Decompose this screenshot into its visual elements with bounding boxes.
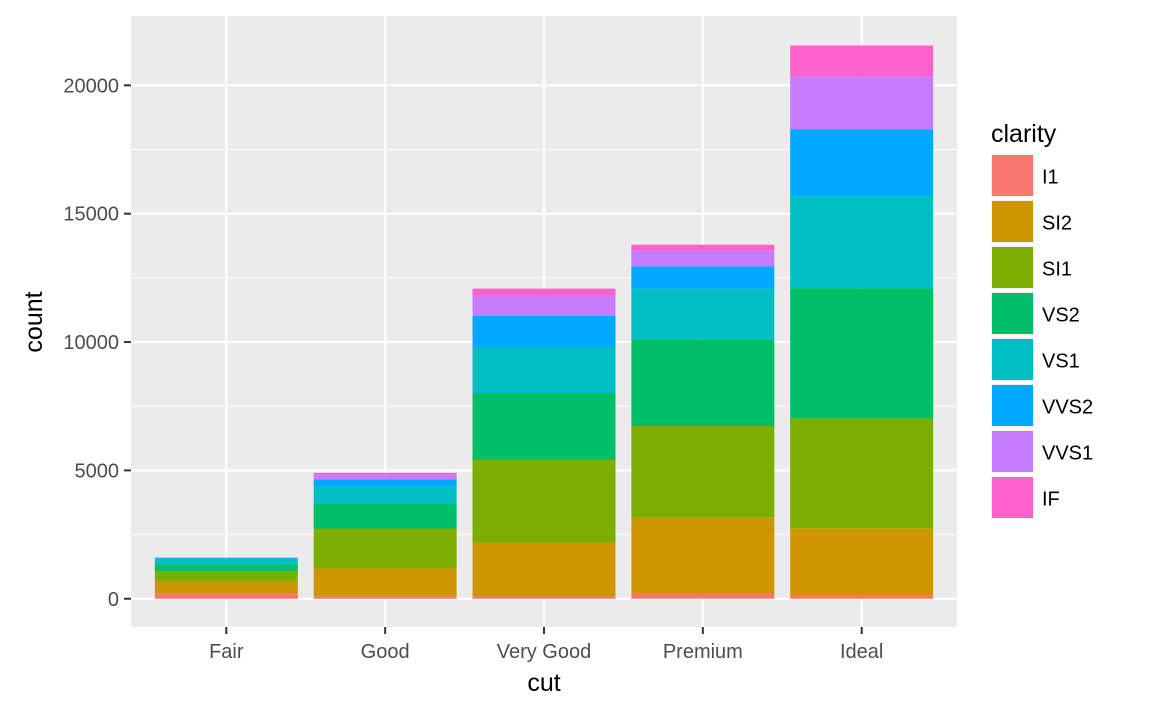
bar-segment-vs1 <box>790 196 933 288</box>
x-tick-label: Good <box>361 641 410 663</box>
legend-label: SI1 <box>1042 259 1072 281</box>
legend-key-i1 <box>992 155 1033 196</box>
legend-label: VVS1 <box>1042 443 1093 465</box>
x-axis-title: cut <box>527 669 560 697</box>
y-tick-label: 0 <box>108 589 119 611</box>
bar-segment-vvs1 <box>631 251 774 267</box>
bar-segment-vvs2 <box>631 266 774 288</box>
bar-segment-i1 <box>314 596 457 598</box>
bar-segment-vs1 <box>155 560 298 564</box>
bar-segment-i1 <box>473 597 616 599</box>
y-tick-label: 20000 <box>63 75 119 97</box>
legend: clarity I1 SI2 SI1 VS2 VS1 VVS2 VVS1 IF <box>991 120 1093 519</box>
bar-segment-vvs2 <box>155 558 298 560</box>
legend-key-vs1 <box>992 339 1033 380</box>
legend-key-si1 <box>992 247 1033 288</box>
bar-segment-vvs1 <box>790 77 933 130</box>
legend-key-vvs1 <box>992 431 1033 472</box>
bar-segment-vvs1 <box>314 475 457 480</box>
legend-key-vvs2 <box>992 385 1033 426</box>
bar-segment-vs1 <box>631 289 774 340</box>
legend-title: clarity <box>991 120 1057 148</box>
bar-segment-vs2 <box>631 340 774 426</box>
bar-segment-vs2 <box>314 503 457 528</box>
bar-segment-si1 <box>631 426 774 518</box>
bar-segment-vvs2 <box>314 479 457 486</box>
bar-segment-if <box>314 473 457 475</box>
y-tick-label: 10000 <box>63 332 119 354</box>
legend-key-si2 <box>992 201 1033 242</box>
bar-segment-si2 <box>473 543 616 597</box>
bar-segment-si1 <box>314 528 457 568</box>
legend-label: VVS2 <box>1042 397 1093 419</box>
legend-label: I1 <box>1042 167 1059 189</box>
bar-segment-vs1 <box>314 487 457 504</box>
bar-segment-vvs2 <box>790 129 933 196</box>
bar-segment-si1 <box>790 418 933 528</box>
legend-key-vs2 <box>992 293 1033 334</box>
bar-segment-vs2 <box>155 564 298 571</box>
bar-segment-si1 <box>473 460 616 543</box>
bar-segment-vs1 <box>473 347 616 393</box>
x-tick-label: Ideal <box>840 641 883 663</box>
bar-segment-if <box>631 245 774 251</box>
y-tick-label: 15000 <box>63 204 119 226</box>
y-axis-title: count <box>20 291 48 352</box>
legend-label: IF <box>1042 489 1060 511</box>
legend-key-if <box>992 477 1033 518</box>
bar-segment-vvs2 <box>473 316 616 348</box>
bar-segment-i1 <box>631 593 774 598</box>
legend-label: VS1 <box>1042 351 1080 373</box>
bar-segment-si2 <box>314 569 457 597</box>
x-axis: Fair Good Very Good Premium Ideal <box>209 627 883 663</box>
bar-segment-i1 <box>790 595 933 599</box>
bar-segment-if <box>790 45 933 76</box>
bar-segment-vs2 <box>473 393 616 460</box>
x-tick-label: Premium <box>663 641 743 663</box>
bar-segment-vs2 <box>790 288 933 418</box>
y-tick-label: 5000 <box>75 460 120 482</box>
bar-segment-vvs1 <box>473 295 616 315</box>
x-tick-label: Very Good <box>497 641 592 663</box>
bar-segment-i1 <box>155 593 298 598</box>
legend-label: SI2 <box>1042 213 1072 235</box>
bar-segment-si2 <box>790 528 933 595</box>
y-axis: 0 5000 10000 15000 20000 <box>63 75 131 610</box>
bar-segment-si2 <box>155 581 298 593</box>
bar-segment-si2 <box>631 518 774 594</box>
legend-label: VS2 <box>1042 305 1080 327</box>
bar-segment-if <box>473 289 616 296</box>
x-tick-label: Fair <box>209 641 244 663</box>
bar-segment-si1 <box>155 571 298 581</box>
